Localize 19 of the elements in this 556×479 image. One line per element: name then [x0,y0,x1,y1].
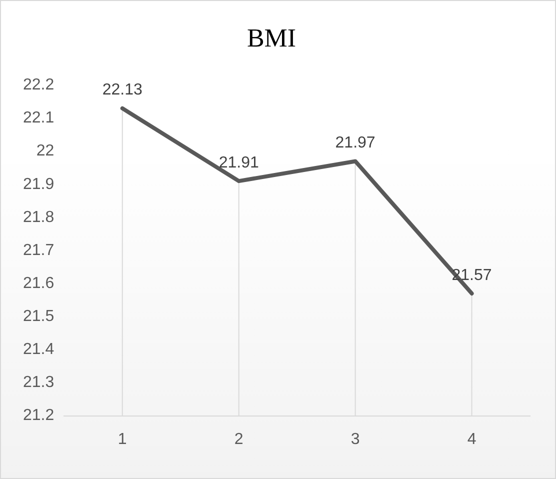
y-tick-label: 21.9 [23,176,54,193]
chart-title: BMI [246,23,296,52]
y-tick-label: 21.4 [23,341,54,358]
y-tick-label: 21.2 [23,407,54,424]
y-tick-label: 22 [36,142,54,160]
y-tick-label: 21.6 [23,274,54,292]
y-tick-label: 21.3 [23,374,54,392]
data-label: 21.97 [335,134,376,152]
y-tick-label: 22.2 [23,76,54,94]
data-label: 22.13 [102,82,142,99]
y-tick-label: 21.8 [23,208,54,226]
x-tick-label: 1 [118,430,127,448]
x-tick-label: 4 [467,430,476,448]
x-tick-label: 2 [234,430,244,448]
data-label: 21.91 [218,154,259,172]
y-tick-label: 22.1 [23,110,54,127]
y-tick-label: 21.5 [23,308,54,326]
y-tick-label: 21.7 [23,242,54,259]
x-tick-label: 3 [350,430,360,448]
